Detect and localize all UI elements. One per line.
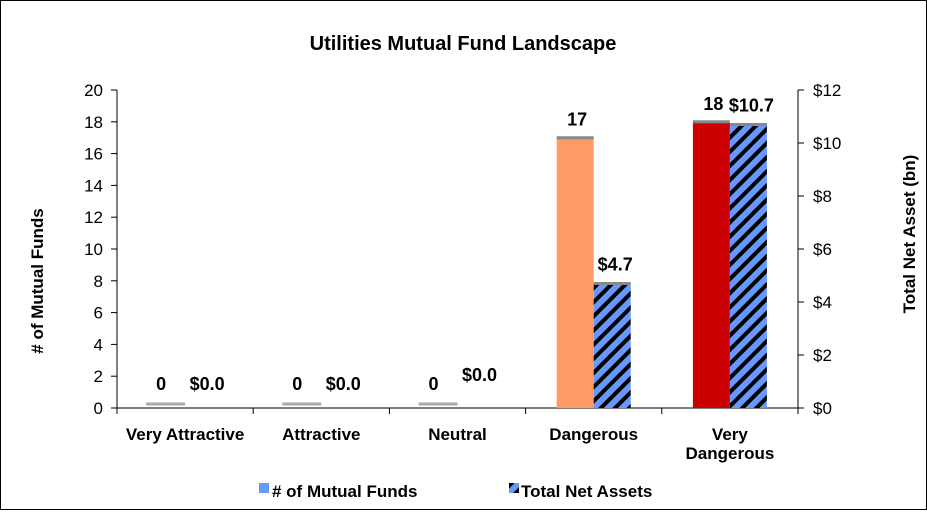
funds-data-label: 18: [703, 94, 723, 114]
category-label: Attractive: [282, 425, 360, 444]
assets-bar: [729, 124, 767, 408]
left-tick-label: 2: [94, 367, 103, 386]
assets-data-label: $0.0: [462, 365, 497, 385]
category-label: Dangerous: [686, 444, 775, 463]
left-tick-label: 4: [94, 335, 103, 354]
right-tick-label: $6: [813, 240, 832, 259]
assets-data-label: $0.0: [326, 374, 361, 394]
legend-label-assets: Total Net Assets: [521, 482, 652, 501]
funds-data-label: 17: [567, 110, 587, 130]
assets-data-label: $10.7: [729, 95, 774, 115]
chart-title: Utilities Mutual Fund Landscape: [310, 33, 617, 55]
right-tick-label: $0: [813, 399, 832, 418]
right-tick-label: $8: [813, 187, 832, 206]
funds-bar: [556, 137, 594, 408]
right-tick-label: $2: [813, 346, 832, 365]
funds-bar: [692, 121, 730, 409]
category-label: Dangerous: [549, 425, 638, 444]
left-tick-label: 12: [84, 208, 103, 227]
funds-data-label: 0: [156, 374, 166, 394]
left-tick-label: 16: [84, 145, 103, 164]
left-tick-label: 18: [84, 113, 103, 132]
funds-data-label: 0: [428, 374, 438, 394]
right-axis-title: Total Net Asset (bn): [900, 155, 919, 314]
right-tick-label: $4: [813, 293, 832, 312]
category-label: Neutral: [428, 425, 487, 444]
funds-data-label: 0: [292, 374, 302, 394]
assets-bar: [593, 283, 631, 408]
legend-swatch-assets: [509, 483, 519, 493]
legend-label-funds: # of Mutual Funds: [272, 482, 417, 501]
category-label: Very: [712, 425, 748, 444]
right-tick-label: $10: [813, 134, 841, 153]
left-axis-title: # of Mutual Funds: [28, 208, 47, 353]
assets-data-label: $4.7: [598, 254, 633, 274]
legend: # of Mutual Funds Total Net Assets: [259, 482, 652, 501]
right-tick-label: $12: [813, 81, 841, 100]
assets-data-label: $0.0: [190, 374, 225, 394]
left-tick-label: 14: [84, 176, 103, 195]
category-label: Very Attractive: [126, 425, 244, 444]
left-tick-label: 10: [84, 240, 103, 259]
left-tick-label: 6: [94, 304, 103, 323]
left-tick-label: 0: [94, 399, 103, 418]
left-tick-label: 8: [94, 272, 103, 291]
left-tick-label: 20: [84, 81, 103, 100]
plot-area: 0 2 4 6 8 10 12 14 16 18 20 $0 $2 $4 $6 $8 $10 $12 0 $0.0 Ve…: [84, 81, 841, 463]
legend-swatch-funds: [259, 483, 269, 493]
